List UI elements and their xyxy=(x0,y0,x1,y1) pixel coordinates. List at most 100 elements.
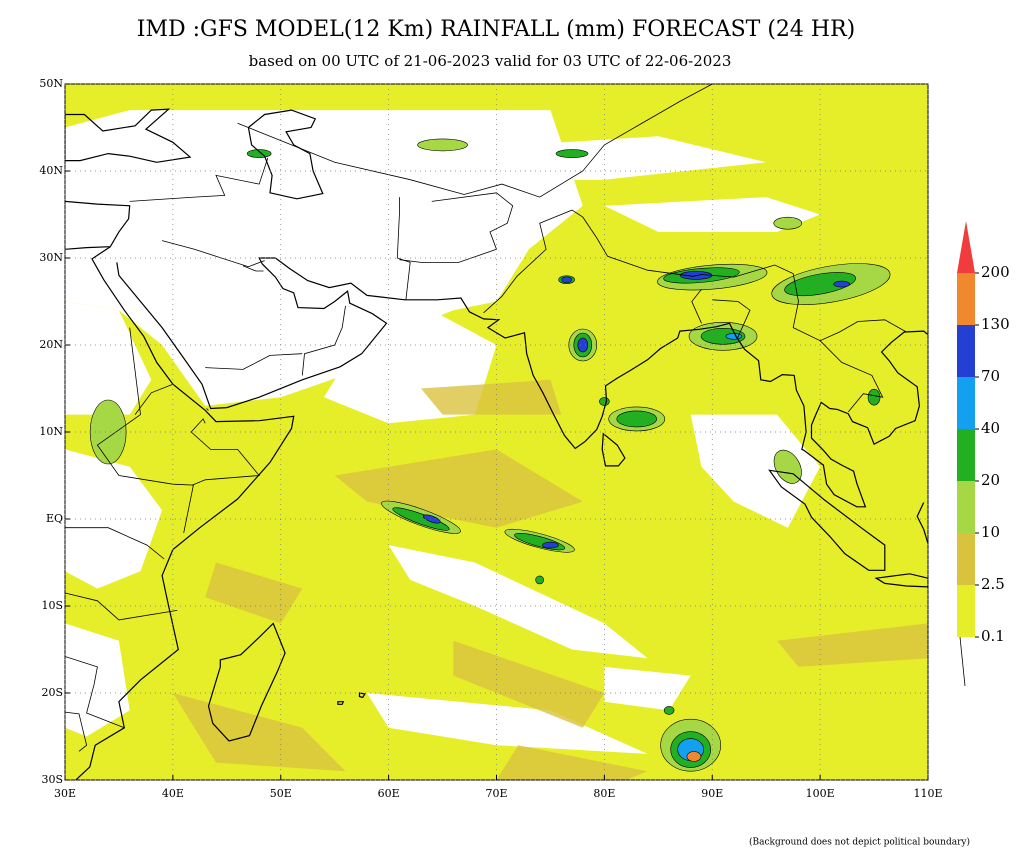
coastline xyxy=(874,573,928,588)
coastline xyxy=(358,692,366,699)
dry-area xyxy=(367,693,648,754)
rain-heavy xyxy=(246,149,272,158)
colorbar-pointer xyxy=(959,636,966,687)
colorbar-label: 70 xyxy=(981,367,1000,385)
border xyxy=(396,197,411,300)
lon-label: 90E xyxy=(701,787,723,800)
lon-label: 70E xyxy=(485,787,507,800)
border xyxy=(206,408,209,411)
border xyxy=(819,340,884,413)
border xyxy=(242,265,264,272)
lat-label: 40N xyxy=(39,164,63,177)
coastline xyxy=(768,469,886,571)
rain-light xyxy=(496,745,648,780)
rain-light xyxy=(334,449,583,528)
lat-label: 20N xyxy=(39,338,63,351)
coastline xyxy=(337,701,345,705)
colorbar-label: 40 xyxy=(981,419,1000,437)
colorbar-label: 0.1 xyxy=(981,627,1005,645)
border xyxy=(129,157,269,202)
colorbar-label: 2.5 xyxy=(981,575,1005,593)
border xyxy=(65,711,88,752)
border xyxy=(190,418,260,486)
dry-area xyxy=(604,666,691,711)
coastline xyxy=(601,432,626,467)
lat-label: 50N xyxy=(39,77,63,90)
border xyxy=(237,84,713,198)
colorbar-label: 20 xyxy=(981,471,1000,489)
coastline xyxy=(207,622,286,742)
border xyxy=(134,383,174,415)
colorbar: 0.1 2.5 10 20 40 70 130 200 xyxy=(957,221,1010,687)
border xyxy=(712,299,751,340)
colorbar-segment xyxy=(957,429,975,481)
lon-label: 30E xyxy=(54,787,76,800)
colorbar-segment xyxy=(957,377,975,429)
border xyxy=(65,656,125,729)
border xyxy=(65,527,165,560)
lat-label: 30S xyxy=(41,773,63,786)
dry-area xyxy=(690,414,821,528)
colorbar-segment xyxy=(957,325,975,377)
rain-heavy xyxy=(867,388,881,406)
dry-area xyxy=(388,136,767,180)
dry-area xyxy=(388,545,648,659)
border xyxy=(691,289,702,324)
lon-label: 100E xyxy=(806,787,835,800)
lon-label: 110E xyxy=(913,787,942,800)
colorbar-segment xyxy=(957,533,975,585)
border xyxy=(205,353,303,370)
rain-very-heavy xyxy=(422,514,441,524)
lon-label: 50E xyxy=(270,787,292,800)
colorbar-segment xyxy=(957,481,975,533)
coastline xyxy=(75,246,295,780)
rain-light xyxy=(421,379,562,415)
footnote: (Background does not depict political bo… xyxy=(749,837,970,848)
rain-heavy xyxy=(535,575,544,585)
rain-moderate xyxy=(417,138,468,152)
colorbar-segment xyxy=(957,585,975,637)
lat-label: 20S xyxy=(41,686,63,699)
lat-label: EQ xyxy=(46,512,63,525)
colorbar-label: 200 xyxy=(981,263,1010,281)
rain-light xyxy=(453,640,605,728)
title: IMD :GFS MODEL(12 Km) RAINFALL (mm) FORE… xyxy=(137,17,856,42)
border xyxy=(161,240,265,268)
border xyxy=(483,209,907,342)
rain-light xyxy=(205,562,303,624)
dry-area xyxy=(65,623,130,737)
border xyxy=(399,192,514,263)
rain-very-heavy xyxy=(577,337,589,353)
border xyxy=(96,327,194,533)
rain-light xyxy=(172,693,346,772)
lon-label: 60E xyxy=(378,787,400,800)
border xyxy=(65,592,178,621)
colorbar-label: 10 xyxy=(981,523,1000,541)
coastline xyxy=(65,200,131,250)
lat-label: 10S xyxy=(41,599,63,612)
rain-heavy xyxy=(663,706,675,715)
rain-very-heavy xyxy=(561,276,572,284)
lon-label: 80E xyxy=(593,787,615,800)
rain-extreme xyxy=(686,751,702,762)
rain-heavy xyxy=(555,149,589,158)
rain-heavy xyxy=(616,410,658,428)
dry-area xyxy=(65,110,583,406)
coastline xyxy=(247,109,324,200)
rain-very-heavy xyxy=(542,541,559,549)
rain-moderate xyxy=(773,216,803,230)
dry-area xyxy=(65,301,152,415)
rain-very-heavy xyxy=(833,280,851,288)
rain-light xyxy=(777,623,928,667)
coastline xyxy=(116,257,928,508)
coastline xyxy=(916,502,928,544)
lat-label: 10N xyxy=(39,425,63,438)
colorbar-segment xyxy=(957,273,975,325)
lat-label: 30N xyxy=(39,251,63,264)
border xyxy=(301,305,346,376)
colorbar-extension xyxy=(957,221,975,273)
subtitle: based on 00 UTC of 21-06-2023 valid for … xyxy=(249,52,732,70)
dry-area xyxy=(65,449,163,589)
